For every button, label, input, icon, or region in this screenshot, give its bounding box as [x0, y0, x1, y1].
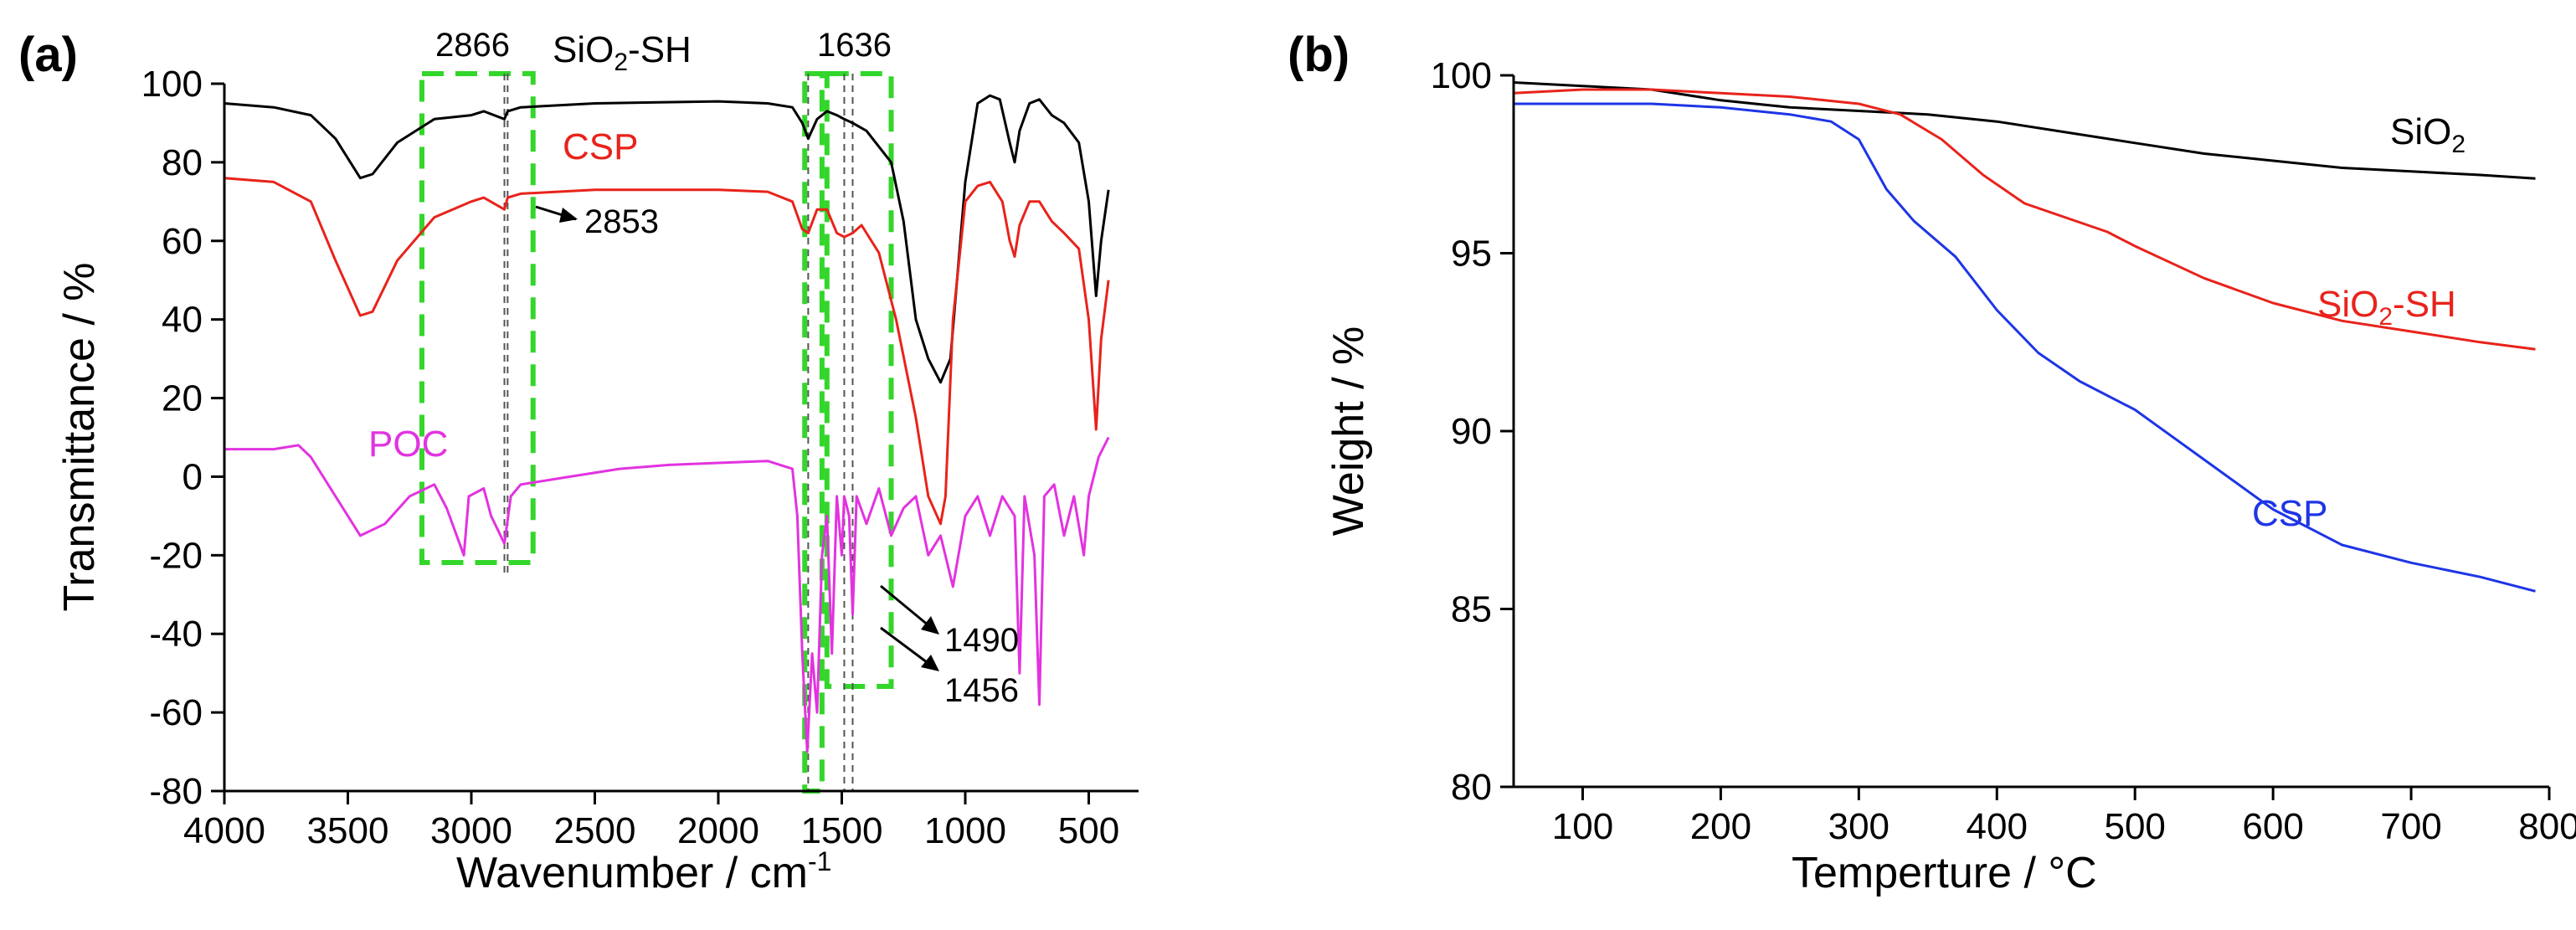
- series-line-csp: [1514, 102, 2536, 593]
- panel-b-label: (b): [1288, 28, 1350, 82]
- y-axis-title: Weight / %: [1324, 326, 1373, 536]
- x-tick-label-500: 500: [2104, 806, 2165, 847]
- x-axis-title: Temperture / °C: [1792, 849, 2097, 897]
- series-line-csp: [224, 177, 1110, 526]
- x-tick-label-1000: 1000: [924, 810, 1006, 851]
- panel-b-tga: (b) 100 200 300 400 500 600 700 800 80 85 90 95 100…: [1288, 28, 2576, 897]
- x-tick-label-300: 300: [1828, 806, 1890, 847]
- series-line-poc: [224, 436, 1110, 753]
- series-label-csp: CSP: [563, 126, 638, 167]
- y-tick-label--60: -60: [149, 692, 203, 733]
- y-tick-label--40: -40: [149, 614, 203, 655]
- y-tick-label--20: -20: [149, 535, 203, 576]
- y-tick-label-40: 40: [162, 300, 203, 341]
- x-axis-ticks: 4000 3500 3000 2500 2000 1500 1000 500: [183, 791, 1119, 851]
- x-tick-label-800: 800: [2518, 806, 2576, 847]
- annotation-1490: 1490: [944, 622, 1019, 659]
- x-tick-label-100: 100: [1552, 806, 1613, 847]
- x-tick-label-2000: 2000: [677, 810, 759, 851]
- y-tick-label-95: 95: [1451, 234, 1492, 275]
- x-tick-label-3500: 3500: [307, 810, 389, 851]
- y-tick-label-100: 100: [141, 64, 203, 105]
- arrowhead-1456: [921, 655, 939, 671]
- highlight-box-1: [419, 71, 536, 565]
- x-tick-label-200: 200: [1690, 806, 1751, 847]
- series-line-sio2: [1513, 81, 2536, 180]
- y-axis-title: Transmittance / %: [55, 262, 104, 611]
- annotation-2853: 2853: [584, 203, 659, 240]
- series-label-sio2: SiO2: [2390, 111, 2465, 158]
- x-tick-label-4000: 4000: [183, 810, 265, 851]
- arrow-1490: [880, 584, 934, 631]
- series-line-sio2-sh: [1513, 88, 2536, 351]
- y-tick-label-90: 90: [1451, 411, 1492, 452]
- arrowhead-2853: [559, 208, 578, 223]
- y-axis-ticks: 80 85 90 95 100: [1431, 55, 1514, 808]
- annotation-2866: 2866: [435, 27, 510, 64]
- y-tick-label--80: -80: [149, 771, 203, 812]
- x-tick-label-400: 400: [1967, 806, 2028, 847]
- panel-a-label: (a): [18, 28, 78, 82]
- series-label-csp: CSP: [2252, 493, 2327, 534]
- x-tick-label-3000: 3000: [430, 810, 512, 851]
- arrow-1456: [880, 626, 934, 669]
- y-tick-label-80: 80: [162, 142, 203, 183]
- series-label-sio2-sh: SiO2-SH: [2317, 284, 2456, 331]
- x-tick-label-2500: 2500: [554, 810, 636, 851]
- y-tick-label-60: 60: [162, 221, 203, 262]
- x-axis-ticks: 100 200 300 400 500 600 700 800: [1552, 787, 2576, 847]
- x-tick-label-600: 600: [2242, 806, 2303, 847]
- x-tick-label-500: 500: [1058, 810, 1119, 851]
- series-line-sio2-sh: [224, 94, 1110, 384]
- series-label-sio2-sh: SiO2-SH: [553, 29, 692, 76]
- y-tick-label-20: 20: [162, 378, 203, 419]
- annotation-1636: 1636: [817, 27, 892, 64]
- tga-series: [1513, 81, 2536, 593]
- y-tick-label-100: 100: [1431, 55, 1492, 96]
- y-tick-label-85: 85: [1451, 589, 1492, 630]
- peak-guide-lines: [503, 74, 854, 791]
- y-tick-label-0: 0: [183, 456, 203, 497]
- x-axis-title: Wavenumber / cm-1: [456, 846, 831, 897]
- highlight-boxes: [419, 71, 894, 794]
- highlight-box-2: [802, 71, 825, 794]
- annotation-1456: 1456: [944, 672, 1019, 709]
- y-axis-ticks: -80 -60 -40 -20 0 20 40 60 80 100: [141, 64, 224, 812]
- x-tick-label-1500: 1500: [801, 810, 883, 851]
- arrowhead-1490: [921, 616, 939, 635]
- series-label-poc: POC: [368, 424, 448, 465]
- panel-a-ftir: (a) 4000 3500 3000 2500 2000 1500 1000 500 -80-…: [18, 27, 1139, 897]
- highlight-box-3: [824, 71, 894, 689]
- y-tick-label-80: 80: [1451, 767, 1492, 808]
- x-tick-label-700: 700: [2380, 806, 2441, 847]
- ftir-series: [224, 94, 1110, 753]
